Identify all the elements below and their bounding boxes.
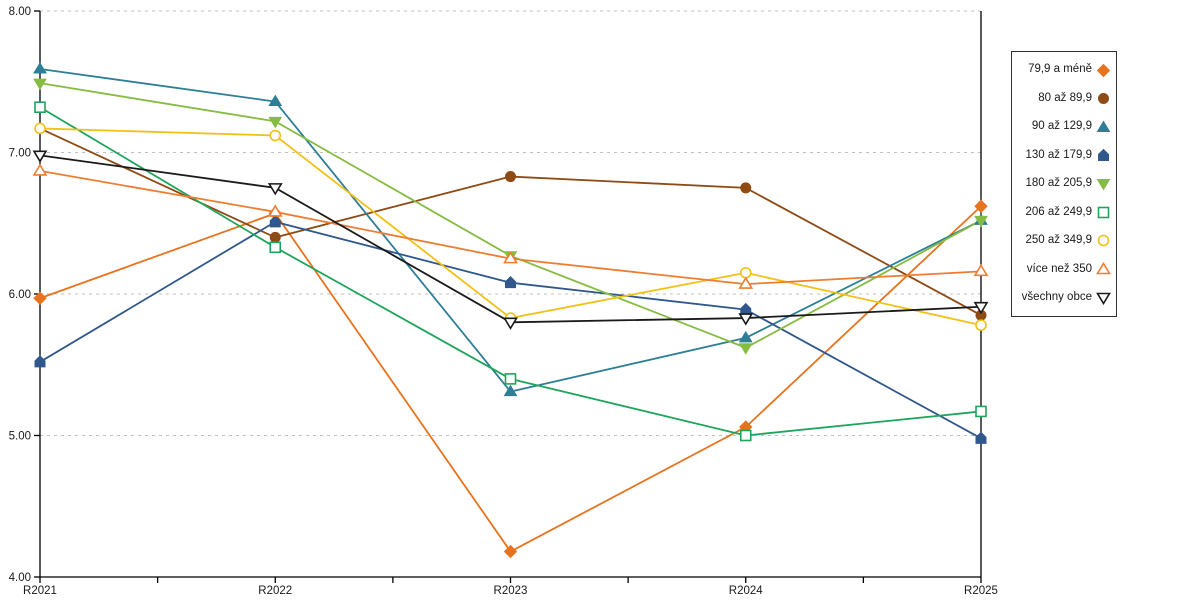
legend-item: 180 až 205,9 (1014, 176, 1111, 191)
circle-marker (269, 231, 281, 243)
triangle-down-marker (738, 313, 754, 326)
legend-item: 130 až 179,9 (1014, 148, 1111, 163)
circle-marker (34, 122, 46, 135)
triangle-up-marker (33, 62, 47, 74)
pentagon-marker (740, 302, 752, 316)
series-line (39, 127, 982, 327)
triangle-down-marker (973, 301, 989, 315)
square-marker (1097, 206, 1110, 219)
legend-item: více než 350 (1014, 261, 1111, 277)
legend-item: 250 až 349,9 (1014, 233, 1111, 248)
triangle-down-marker (1096, 292, 1111, 306)
legend-marker-circle (1097, 235, 1110, 247)
y-tick-label: 7.00 (9, 148, 31, 160)
legend-label: 250 až 349,9 (1025, 234, 1092, 247)
triangle-up-marker (973, 263, 989, 277)
triangle-up-marker (267, 204, 283, 217)
legend-marker-triangle-down (1096, 292, 1111, 306)
circle-marker (739, 266, 752, 279)
circle-marker (1097, 235, 1110, 247)
square-marker (34, 101, 46, 114)
legend-item: 206 až 249,9 (1014, 205, 1111, 220)
legend-item: 79,9 a méně (1014, 63, 1111, 78)
pentagon-marker (505, 275, 516, 289)
square-marker (504, 373, 517, 385)
x-tick-label: R2022 (258, 585, 292, 597)
legend-marker-triangle-down (1096, 179, 1111, 191)
diamond-marker (33, 291, 47, 305)
x-tick-label: R2021 (23, 585, 57, 597)
series-line (39, 170, 982, 285)
legend-marker-square (1097, 206, 1110, 219)
square-marker (739, 429, 752, 442)
triangle-down-marker (267, 183, 283, 196)
triangle-down-marker (1096, 179, 1111, 191)
diamond-marker (974, 199, 988, 213)
square-marker (269, 241, 282, 254)
triangle-up-marker (503, 251, 518, 264)
triangle-down-marker (32, 150, 48, 163)
legend-label: více než 350 (1026, 262, 1092, 275)
triangle-down-marker (738, 343, 753, 355)
triangle-up-marker (1096, 261, 1111, 275)
triangle-up-marker (738, 276, 754, 289)
square-marker (975, 405, 987, 418)
legend-label: 79,9 a méně (1028, 63, 1092, 76)
triangle-up-marker (1096, 120, 1111, 132)
triangle-up-marker (503, 384, 518, 397)
legend-label: všechny obce (1021, 290, 1092, 303)
circle-marker (269, 129, 282, 142)
y-tick-label: 4.00 (9, 572, 31, 584)
legend-label: 180 až 205,9 (1025, 177, 1092, 190)
chart-legend: 79,9 a méně 80 až 89,9 90 až 129,9 130 až 1… (1011, 51, 1117, 317)
y-tick-label: 6.00 (9, 289, 31, 301)
diamond-marker (1096, 63, 1111, 77)
legend-label: 206 až 249,9 (1025, 205, 1092, 218)
circle-marker (1098, 93, 1109, 105)
pentagon-marker (975, 431, 987, 444)
y-tick-label: 5.00 (9, 431, 31, 443)
legend-item: 80 až 89,9 (1014, 91, 1111, 106)
x-tick-label: R2024 (729, 585, 763, 597)
series-line (39, 68, 982, 393)
pentagon-marker (34, 355, 46, 368)
pentagon-marker (269, 215, 281, 228)
triangle-down-marker (33, 78, 47, 91)
x-tick-label: R2023 (494, 585, 528, 597)
x-tick-label: R2025 (964, 585, 998, 597)
triangle-down-marker (268, 116, 283, 129)
legend-marker-diamond (1096, 63, 1111, 77)
series-line (39, 82, 982, 349)
legend-marker-triangle-up (1096, 261, 1111, 275)
circle-marker (975, 319, 987, 331)
circle-marker (505, 171, 516, 183)
legend-marker-triangle-up (1096, 120, 1111, 132)
legend-label: 130 až 179,9 (1025, 148, 1092, 161)
legend-marker-circle (1098, 93, 1109, 105)
triangle-down-marker (503, 317, 518, 330)
diamond-marker (503, 544, 518, 559)
y-tick-label: 8.00 (9, 6, 31, 18)
triangle-up-marker (268, 94, 283, 107)
legend-marker-pentagon (1098, 148, 1109, 162)
pentagon-marker (1098, 148, 1109, 162)
legend-label: 90 až 129,9 (1031, 120, 1092, 133)
triangle-down-marker (974, 215, 988, 228)
legend-label: 80 až 89,9 (1038, 91, 1092, 104)
triangle-up-marker (738, 330, 753, 343)
circle-marker (740, 182, 752, 194)
legend-item: 90 až 129,9 (1014, 120, 1111, 135)
legend-item: všechny obce (1014, 290, 1111, 306)
triangle-up-marker (32, 163, 48, 176)
